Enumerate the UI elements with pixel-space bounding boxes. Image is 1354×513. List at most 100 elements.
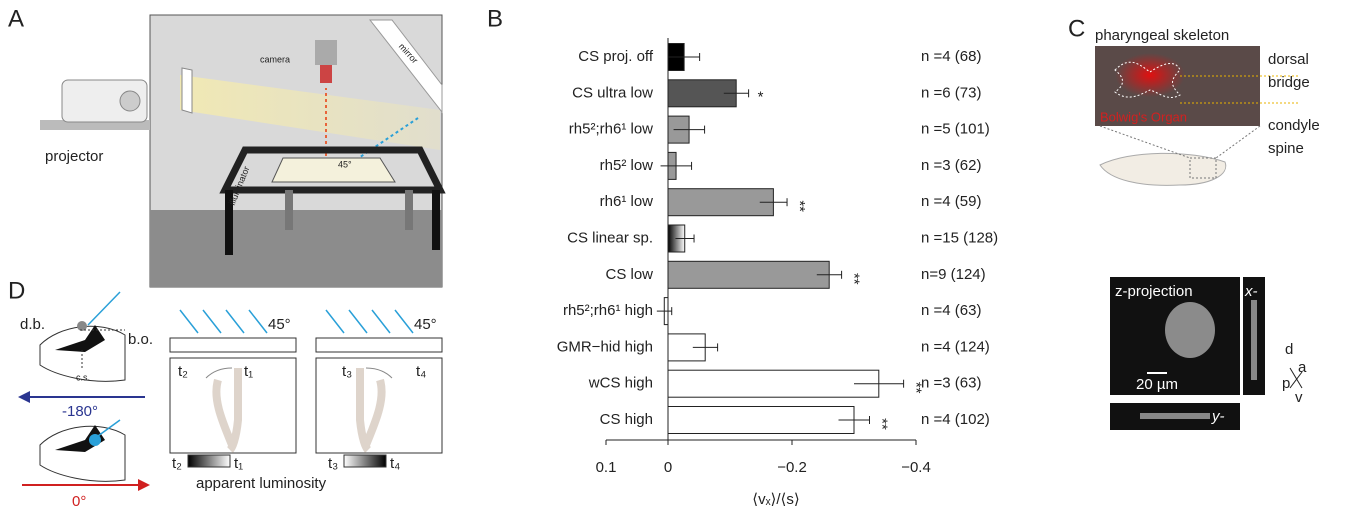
label: 45°: [338, 159, 352, 169]
floor: [150, 210, 442, 287]
significance: **: [908, 382, 925, 394]
zoom-line: [1216, 126, 1260, 158]
n-label: n =5 (101): [921, 121, 990, 138]
x-tick-label: 0: [664, 459, 672, 476]
x-tick-label: 0.1: [596, 459, 617, 476]
n-label: n =4 (63): [921, 302, 981, 319]
label: t₄: [416, 363, 426, 380]
label: pharyngeal skeleton: [1095, 27, 1229, 44]
category-label: GMR−hid high: [557, 338, 653, 355]
label: 45°: [268, 316, 291, 333]
n-label: n =4 (124): [921, 338, 990, 355]
label: t₂: [178, 363, 188, 380]
bar: [668, 407, 854, 434]
bar-chart: ⟨vₓ⟩/⟨s⟩ 0.1 0 −0.2 −0.4 CS proj. off n =4 (6…: [557, 38, 998, 508]
label: t₃: [342, 363, 352, 380]
n-label: n =15 (128): [921, 229, 998, 246]
significance: **: [874, 418, 891, 430]
leg: [432, 190, 440, 250]
n-label: n =3 (63): [921, 375, 981, 392]
scenario-left: 45° t₂ t₁ t₂ t₁: [170, 310, 296, 472]
label: t₂: [172, 455, 182, 472]
anatomy-illustration: Bolwig's Organ pharyngeal skeleton dorsa…: [1095, 27, 1320, 430]
category-label: rh5²;rh6¹ low: [569, 121, 653, 138]
panel-label: D: [8, 277, 25, 304]
neuron: [1140, 413, 1210, 419]
label: 20 µm: [1136, 376, 1178, 393]
panel-label: A: [8, 5, 24, 32]
category-label: CS low: [605, 266, 653, 283]
leg: [405, 190, 413, 230]
bar: [668, 261, 829, 288]
arrowhead: [18, 391, 30, 403]
n-label: n=9 (124): [921, 266, 986, 283]
n-label: n =4 (68): [921, 48, 981, 65]
luminosity-bar: [344, 455, 386, 467]
label: spine: [1268, 140, 1304, 157]
label: -180°: [62, 403, 98, 420]
label: c.s.: [76, 372, 90, 382]
label: d: [1285, 341, 1293, 358]
bar: [668, 189, 773, 216]
label: t₃: [328, 455, 338, 472]
x-axis-label: ⟨vₓ⟩/⟨s⟩: [752, 491, 800, 508]
panel-label: C: [1068, 15, 1085, 42]
label: x-: [1244, 283, 1258, 300]
scenario-right: 45° t₃ t₄ t₃ t₄: [316, 310, 442, 472]
category-label: CS linear sp.: [567, 229, 653, 246]
category-label: rh5²;rh6¹ high: [563, 302, 653, 319]
significance: **: [791, 200, 808, 212]
label: p: [1282, 375, 1290, 392]
significance: *: [758, 88, 764, 105]
label: projector: [45, 148, 103, 165]
camera-lens: [320, 65, 332, 83]
label: t₁: [234, 455, 243, 472]
leg: [285, 190, 293, 230]
setup-illustration: camera mirror illuminator 45° projector: [40, 15, 442, 287]
arrowhead: [138, 479, 150, 491]
category-label: rh6¹ low: [600, 193, 654, 210]
panel-label: B: [487, 5, 503, 32]
diffuser: [170, 338, 296, 352]
label: 0°: [72, 493, 86, 510]
category-label: CS proj. off: [578, 48, 654, 65]
zoom-line: [1100, 126, 1190, 158]
label: b.o.: [128, 331, 153, 348]
label: a: [1298, 359, 1307, 376]
label: d.b.: [20, 316, 45, 333]
head: [40, 426, 125, 481]
arena: [272, 158, 395, 182]
light-rays: [326, 310, 413, 333]
diffuser: [316, 338, 442, 352]
light-ray: [88, 292, 120, 325]
category-label: CS ultra low: [572, 84, 653, 101]
neuron: [1251, 300, 1257, 380]
label: condyle: [1268, 117, 1320, 134]
camera-body: [315, 40, 337, 65]
n-label: n =4 (102): [921, 411, 990, 428]
label: apparent luminosity: [196, 475, 327, 492]
category-label: rh5² low: [600, 157, 654, 174]
lens: [120, 91, 140, 111]
orientation-illustration: d.b. b.o. c.s. -180° 0° 45° t₂ t₁ t₂ t₁ …: [18, 292, 442, 510]
label: y-: [1211, 408, 1225, 425]
light-rays: [180, 310, 267, 333]
n-label: n =6 (73): [921, 84, 981, 101]
label: t₁: [244, 363, 253, 380]
luminosity-bar: [188, 455, 230, 467]
neuron: [1165, 302, 1215, 358]
label: 45°: [414, 316, 437, 333]
label: t₄: [390, 455, 400, 472]
window: [182, 68, 192, 113]
label: bridge: [1268, 74, 1310, 91]
label: z-projection: [1115, 283, 1193, 300]
label: dorsal: [1268, 51, 1309, 68]
x-tick-label: −0.4: [901, 459, 931, 476]
category-label: wCS high: [588, 375, 653, 392]
x-tick-label: −0.2: [777, 459, 807, 476]
bar: [668, 370, 879, 397]
significance: **: [846, 273, 863, 285]
label: camera: [260, 54, 290, 64]
